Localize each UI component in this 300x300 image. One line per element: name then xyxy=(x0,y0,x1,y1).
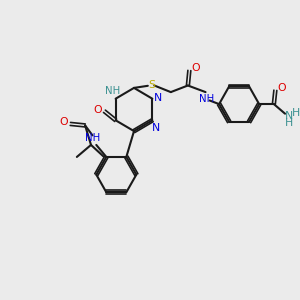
Text: N: N xyxy=(152,122,160,133)
Text: NH: NH xyxy=(105,86,120,96)
Text: H: H xyxy=(285,118,293,128)
Text: H: H xyxy=(292,107,300,118)
Text: O: O xyxy=(278,83,286,93)
Text: NH: NH xyxy=(199,94,214,104)
Text: O: O xyxy=(191,62,200,73)
Text: N: N xyxy=(154,93,162,103)
Text: O: O xyxy=(59,117,68,127)
Text: O: O xyxy=(93,105,102,115)
Text: NH: NH xyxy=(85,133,100,143)
Text: S: S xyxy=(148,80,155,90)
Text: N: N xyxy=(285,110,293,121)
